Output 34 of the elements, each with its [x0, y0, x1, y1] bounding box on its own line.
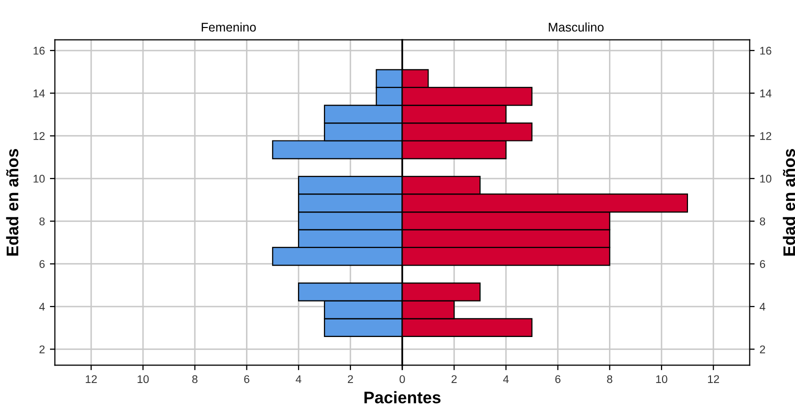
- y-axis-title: Edad en años: [6, 149, 18, 256]
- y-tick-label: 4: [760, 302, 766, 311]
- y-tick-label: 14: [760, 90, 772, 98]
- x-tick-label: 2: [348, 375, 353, 383]
- y-tick-label: 14: [34, 90, 45, 98]
- y-tick-label: 4: [39, 302, 45, 311]
- x-tick-label: 2: [452, 375, 457, 383]
- x-axis-title: Pacientes: [364, 391, 440, 404]
- y-tick-label: 6: [760, 260, 766, 268]
- y-tick-label: 8: [39, 217, 45, 226]
- y-tick-label: 8: [760, 217, 766, 226]
- y-tick-label: 12: [760, 132, 772, 140]
- x-tick-label: 6: [244, 375, 250, 384]
- x-tick-label: 12: [86, 375, 97, 383]
- chart-title: Masculino: [548, 22, 604, 32]
- y-axis-title: Edad en años: [782, 149, 795, 256]
- x-tick-label: 0: [400, 375, 405, 384]
- y-tick-label: 10: [34, 174, 45, 183]
- y-tick-label: 16: [34, 46, 45, 55]
- x-tick-label: 10: [138, 375, 149, 384]
- y-tick-label: 2: [40, 345, 45, 354]
- chart-title: Femenino: [202, 22, 256, 32]
- x-tick-label: 4: [503, 375, 509, 383]
- y-tick-label: 10: [760, 174, 772, 183]
- y-tick-label: 2: [760, 345, 766, 354]
- y-tick-label: 6: [40, 260, 45, 268]
- x-tick-label: 8: [607, 375, 612, 384]
- y-tick-label: 12: [34, 132, 45, 140]
- x-tick-label: 12: [708, 375, 720, 383]
- x-tick-label: 8: [192, 375, 198, 384]
- x-tick-label: 6: [555, 375, 560, 384]
- x-tick-label: 4: [296, 375, 302, 383]
- x-tick-label: 10: [656, 375, 668, 384]
- y-tick-label: 16: [760, 46, 772, 55]
